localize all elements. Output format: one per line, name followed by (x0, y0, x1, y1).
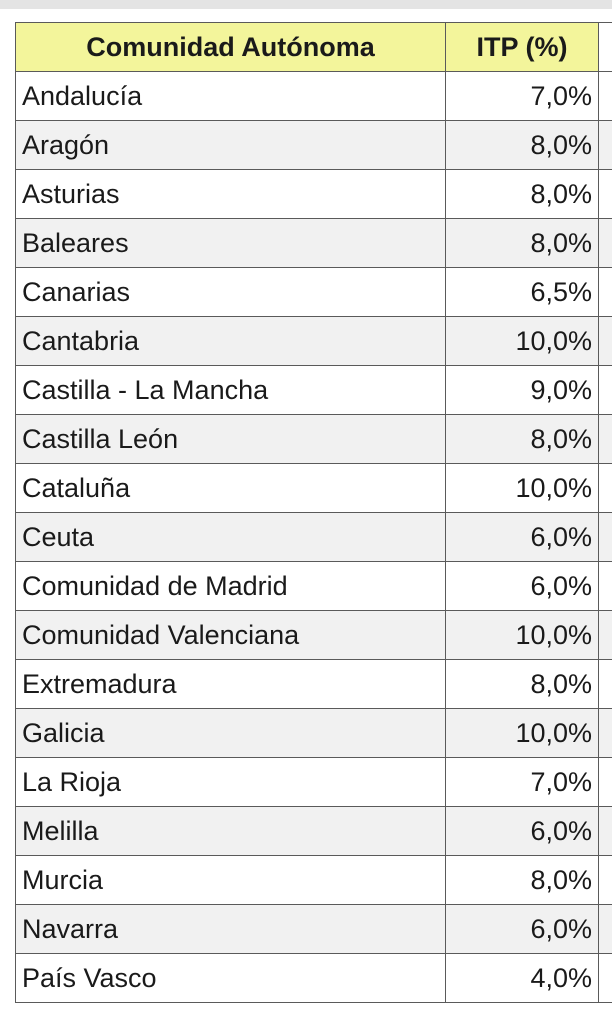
empty-cell (598, 659, 612, 709)
region-cell: Extremadura (15, 659, 446, 709)
table-row: Comunidad Valenciana 10,0% (15, 610, 612, 660)
header-cell: Comunidad Autónoma (15, 22, 446, 72)
table-row: Extremadura 8,0% (15, 659, 612, 709)
empty-cell (598, 610, 612, 660)
empty-cell (598, 169, 612, 219)
empty-cell (598, 953, 612, 1003)
itp-cell: 8,0% (445, 855, 599, 905)
region-cell: Ceuta (15, 512, 446, 562)
empty-cell (598, 708, 612, 758)
empty-cell (598, 316, 612, 366)
table-row: Castilla León 8,0% (15, 414, 612, 464)
table-row: Aragón 8,0% (15, 120, 612, 170)
region-cell: Comunidad Valenciana (15, 610, 446, 660)
itp-table: Comunidad Autónoma ITP (%) Andalucía 7,0%… (15, 22, 612, 1003)
region-cell: Cantabria (15, 316, 446, 366)
itp-cell: 8,0% (445, 120, 599, 170)
itp-cell: 8,0% (445, 169, 599, 219)
table-row: País Vasco 4,0% (15, 953, 612, 1003)
empty-cell (598, 267, 612, 317)
itp-cell: 10,0% (445, 610, 599, 660)
empty-cell (598, 512, 612, 562)
itp-cell: 6,0% (445, 512, 599, 562)
empty-cell (598, 414, 612, 464)
table-row: Canarias 6,5% (15, 267, 612, 317)
header-row: Comunidad Autónoma ITP (%) (15, 22, 612, 72)
itp-cell: 6,5% (445, 267, 599, 317)
region-cell: Aragón (15, 120, 446, 170)
itp-cell: 7,0% (445, 71, 599, 121)
empty-cell (598, 22, 612, 72)
region-cell: Melilla (15, 806, 446, 856)
itp-cell: 6,0% (445, 904, 599, 954)
itp-cell: 8,0% (445, 414, 599, 464)
itp-cell: 6,0% (445, 561, 599, 611)
empty-cell (598, 904, 612, 954)
table-row: Castilla - La Mancha 9,0% (15, 365, 612, 415)
itp-cell: 7,0% (445, 757, 599, 807)
region-cell: Baleares (15, 218, 446, 268)
table-row: Ceuta 6,0% (15, 512, 612, 562)
empty-cell (598, 120, 612, 170)
table-row: Cataluña 10,0% (15, 463, 612, 513)
region-cell: Cataluña (15, 463, 446, 513)
table-row: Comunidad de Madrid 6,0% (15, 561, 612, 611)
empty-cell (598, 561, 612, 611)
itp-cell: 10,0% (445, 708, 599, 758)
empty-cell (598, 757, 612, 807)
table-row: Galicia 10,0% (15, 708, 612, 758)
itp-cell: 8,0% (445, 218, 599, 268)
table-row: Andalucía 7,0% (15, 71, 612, 121)
table-row: La Rioja 7,0% (15, 757, 612, 807)
table-row: Baleares 8,0% (15, 218, 612, 268)
itp-cell: 8,0% (445, 659, 599, 709)
table-row: Murcia 8,0% (15, 855, 612, 905)
table-row: Cantabria 10,0% (15, 316, 612, 366)
region-cell: Canarias (15, 267, 446, 317)
empty-cell (598, 365, 612, 415)
region-cell: Navarra (15, 904, 446, 954)
region-cell: Castilla León (15, 414, 446, 464)
region-cell: Comunidad de Madrid (15, 561, 446, 611)
empty-cell (598, 218, 612, 268)
region-cell: Andalucía (15, 71, 446, 121)
itp-cell: 10,0% (445, 316, 599, 366)
itp-cell: 9,0% (445, 365, 599, 415)
region-cell: Murcia (15, 855, 446, 905)
region-cell: País Vasco (15, 953, 446, 1003)
region-cell: Castilla - La Mancha (15, 365, 446, 415)
itp-cell: 4,0% (445, 953, 599, 1003)
region-cell: La Rioja (15, 757, 446, 807)
table-row: Navarra 6,0% (15, 904, 612, 954)
table-row: Melilla 6,0% (15, 806, 612, 856)
region-cell: Asturias (15, 169, 446, 219)
itp-cell: 10,0% (445, 463, 599, 513)
top-bar (0, 0, 612, 9)
region-cell: Galicia (15, 708, 446, 758)
empty-cell (598, 806, 612, 856)
itp-cell: 6,0% (445, 806, 599, 856)
empty-cell (598, 71, 612, 121)
table-row: Asturias 8,0% (15, 169, 612, 219)
empty-cell (598, 463, 612, 513)
empty-cell (598, 855, 612, 905)
header-cell: ITP (%) (445, 22, 599, 72)
